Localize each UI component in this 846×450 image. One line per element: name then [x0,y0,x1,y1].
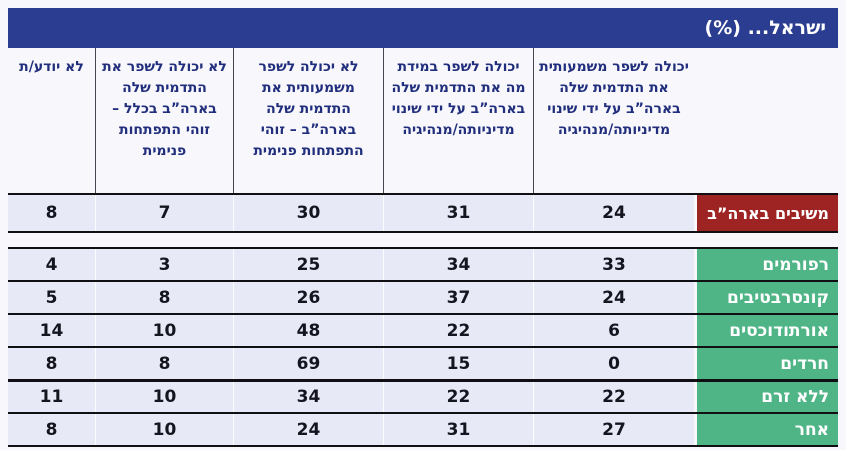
value-cell: 24 [534,282,694,313]
row-conservative: קונסרבטיבים 24 37 26 8 5 [8,280,838,313]
table-title: ישראל... (%) [704,17,826,39]
row-no-denomination: ללא זרם 22 22 34 10 11 [8,379,838,412]
value-cell: 31 [384,414,534,445]
row-label-us-respondents: משיבים בארה”ב [694,195,838,231]
column-header-cannot-improve-significantly: לא יכולה לשפר משמעותית את התדמית שלה באר… [234,48,384,193]
value-cell: 30 [234,195,384,231]
value-cell: 3 [96,249,234,280]
column-header-dont-know: לא יודע/ת [8,48,96,193]
value-cell: 10 [96,315,234,346]
value-cell: 37 [384,282,534,313]
value-cell: 7 [96,195,234,231]
value-cell: 14 [8,315,96,346]
value-cell: 31 [384,195,534,231]
denomination-rows: רפורמים 33 34 25 3 4 קונסרבטיבים 24 37 2… [8,247,838,447]
value-cell: 6 [534,315,694,346]
row-label-conservative: קונסרבטיבים [694,282,838,313]
value-cell: 22 [384,315,534,346]
row-label-orthodox: אורתודוכסים [694,315,838,346]
value-cell: 24 [234,414,384,445]
row-reform: רפורמים 33 34 25 3 4 [8,247,838,280]
row-label-reform: רפורמים [694,249,838,280]
value-cell: 48 [234,315,384,346]
section-gap [8,233,838,247]
row-haredi: חרדים 0 15 69 8 8 [8,346,838,379]
value-cell: 8 [96,282,234,313]
table-title-bar: ישראל... (%) [8,8,838,48]
row-label-haredi: חרדים [694,348,838,379]
value-cell: 8 [8,414,96,445]
value-cell: 8 [8,195,96,231]
corner-cell [694,48,838,193]
value-cell: 4 [8,249,96,280]
value-cell: 25 [234,249,384,280]
value-cell: 34 [234,382,384,412]
value-cell: 0 [534,348,694,379]
value-cell: 33 [534,249,694,280]
survey-table: יכולה לשפר משמעותית את התדמית שלה בארה”ב… [8,48,838,447]
row-us-respondents: משיבים בארה”ב 24 31 30 7 8 [8,193,838,233]
value-cell: 22 [384,382,534,412]
row-other: אחר 27 31 24 10 8 [8,412,838,445]
row-label-no-denomination: ללא זרם [694,382,838,412]
row-orthodox: אורתודוכסים 6 22 48 10 14 [8,313,838,346]
value-cell: 11 [8,382,96,412]
value-cell: 69 [234,348,384,379]
column-header-row: יכולה לשפר משמעותית את התדמית שלה בארה”ב… [8,48,838,193]
column-header-improve-somewhat: יכולה לשפר במידת מה את התדמית שלה בארה”ב… [384,48,534,193]
value-cell: 27 [534,414,694,445]
value-cell: 26 [234,282,384,313]
value-cell: 5 [8,282,96,313]
value-cell: 24 [534,195,694,231]
value-cell: 34 [384,249,534,280]
value-cell: 10 [96,414,234,445]
row-label-other: אחר [694,414,838,445]
value-cell: 22 [534,382,694,412]
column-header-improve-significantly: יכולה לשפר משמעותית את התדמית שלה בארה”ב… [539,59,689,138]
value-cell: 15 [384,348,534,379]
value-cell: 10 [96,382,234,412]
value-cell: 8 [96,348,234,379]
value-cell: 8 [8,348,96,379]
column-header-cannot-improve-at-all: לא יכולה לשפר את התדמית שלה בארה”ב בכלל … [96,48,234,193]
